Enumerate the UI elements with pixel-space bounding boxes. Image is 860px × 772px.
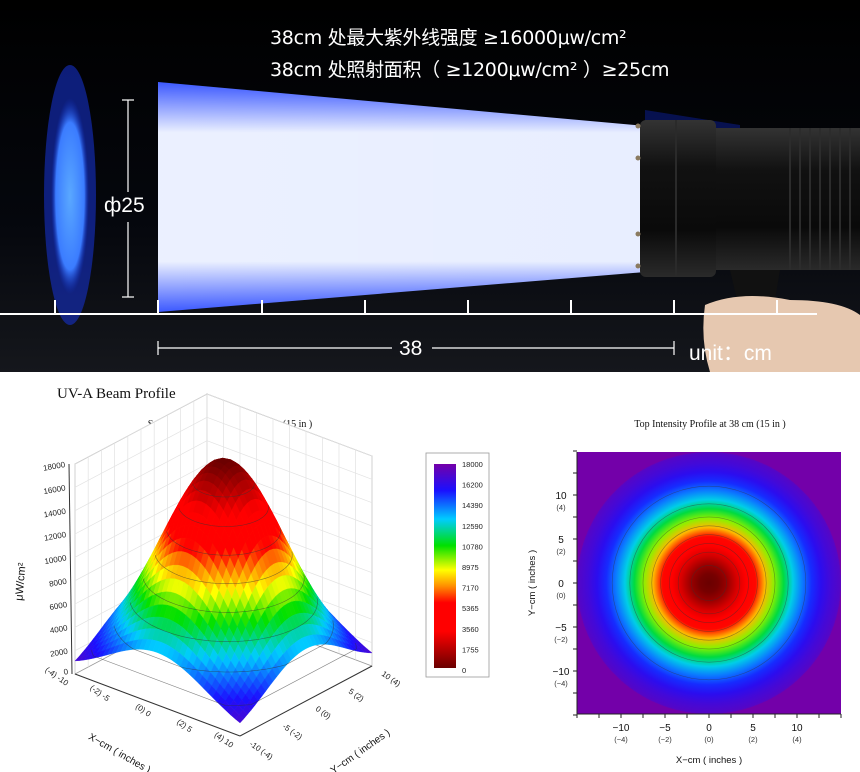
x-axis <box>74 673 241 737</box>
contour-line <box>166 528 281 556</box>
y-tick-label: 10 <box>555 491 567 502</box>
colorbar-label: 16200 <box>462 481 483 490</box>
x-tick-label: −10 <box>613 723 630 734</box>
z-tick-label: 2000 <box>49 647 69 659</box>
contour-line <box>178 505 269 527</box>
y-tick-label: 5 <box>558 535 564 546</box>
contour-line <box>669 543 749 623</box>
colorbar-label: 5365 <box>462 604 479 613</box>
x-axis-label: X−cm ( inches ) <box>86 732 152 772</box>
z-tick-label: 8000 <box>48 577 68 589</box>
z-tick-label: 6000 <box>49 600 69 612</box>
colorbar <box>434 464 456 668</box>
surface-mesh <box>74 457 373 724</box>
x-tick-inch-label: (4) <box>792 735 802 744</box>
beam-illustration <box>0 65 860 372</box>
y-tick-inch-label: (−4) <box>554 679 568 688</box>
z-axis <box>68 463 73 675</box>
beam-profile-section: UV-A Beam Profile Surface Contour Profil… <box>0 372 860 772</box>
y-tick-label: -5 (-2) <box>281 722 304 742</box>
colorbar-label: 0 <box>462 666 466 675</box>
z-tick-label: 4000 <box>49 623 69 635</box>
contour-line <box>129 597 318 642</box>
contour-line <box>651 525 767 641</box>
y-tick-label: 0 <box>558 579 564 590</box>
diameter-label: ф25 <box>104 194 145 217</box>
spec-max-intensity: 38cm 处最大紫外线强度 ≥16000μw/cm² <box>270 27 627 49</box>
contour-line <box>154 551 293 584</box>
y-tick-label: 10 (4) <box>380 669 403 689</box>
y-tick-inch-label: (2) <box>556 547 566 556</box>
x-axis-label: X−cm ( inches ) <box>676 755 742 766</box>
x-tick-label: 0 <box>706 723 712 734</box>
colorbar-label: 14390 <box>462 501 483 510</box>
surface-patch <box>235 714 244 724</box>
y-tick-inch-label: (0) <box>556 591 566 600</box>
z-tick-label: 10000 <box>44 553 68 566</box>
z-tick-label: 18000 <box>42 460 66 473</box>
product-banner: 38cm 处最大紫外线强度 ≥16000μw/cm² 38cm 处照射面积（ ≥… <box>0 0 860 372</box>
y-axis-label: Y−cm ( inches ) <box>329 727 392 772</box>
spec-irradiation-area: 38cm 处照射面积（ ≥1200μw/cm² ）≥25cm <box>270 59 670 81</box>
heatmap-field <box>577 452 841 714</box>
colorbar-label: 18000 <box>462 460 483 469</box>
x-tick-label: (2) 5 <box>175 717 194 734</box>
colorbar-label: 8975 <box>462 563 479 572</box>
beam-spot-core <box>51 98 89 294</box>
contour-line <box>91 643 357 706</box>
y-axis-label: Y−cm ( inches ) <box>527 550 538 616</box>
contour-line <box>143 574 305 613</box>
distance-dimension-line <box>157 341 675 355</box>
x-tick-inch-label: (0) <box>704 735 714 744</box>
colorbar-label: 10780 <box>462 542 483 551</box>
x-tick-inch-label: (2) <box>748 735 758 744</box>
heatmap-plot: −10(−4)−5(−2)0(0)5(2)10(4)10(4)5(2)0(0)−… <box>527 450 842 766</box>
y-axis <box>239 665 373 737</box>
z-tick-label: 14000 <box>43 507 67 520</box>
contour-line <box>611 485 807 681</box>
flashlight-image <box>635 120 860 372</box>
x-tick-label: 10 <box>791 723 803 734</box>
colorbar-label: 1755 <box>462 645 479 654</box>
y-tick-label: −10 <box>553 667 570 678</box>
y-tick-label: 0 (0) <box>314 704 333 721</box>
z-axis-label: μW/cm² <box>13 562 28 601</box>
light-beam-fade <box>158 82 645 312</box>
contour-line <box>660 534 758 632</box>
contour-line <box>629 503 789 663</box>
colorbar-label: 7170 <box>462 584 479 593</box>
z-tick-label: 12000 <box>43 530 67 543</box>
z-tick-label: 0 <box>63 667 69 677</box>
z-tick-label: 16000 <box>43 483 67 496</box>
diameter-dimension-line <box>122 99 134 298</box>
y-tick-label: −5 <box>555 623 567 634</box>
heatmap-chart-title: Top Intensity Profile at 38 cm (15 in ) <box>634 419 786 430</box>
section-title: UV-A Beam Profile <box>57 386 176 402</box>
colorbar-label: 12590 <box>462 522 483 531</box>
x-tick-label: −5 <box>659 723 671 734</box>
ruler <box>0 300 817 315</box>
x-tick-label: 5 <box>750 723 756 734</box>
distance-label: 38 <box>399 337 423 360</box>
contour-line <box>691 565 727 601</box>
x-tick-label: (0) 0 <box>134 702 153 719</box>
contour-line <box>192 482 255 498</box>
surface-plot: 0 2000 4000 6000 8000 10000 12000 14000 16000 180… <box>13 393 490 772</box>
contour-line <box>642 516 776 650</box>
x-tick-inch-label: (−4) <box>614 735 628 744</box>
colorbar-label: 3560 <box>462 625 479 634</box>
x-tick-inch-label: (−2) <box>658 735 672 744</box>
y-tick-inch-label: (4) <box>556 503 566 512</box>
y-tick-label: 5 (2) <box>347 687 366 704</box>
contour-line <box>113 620 334 673</box>
contour-line <box>677 551 741 615</box>
unit-label: unit：cm <box>689 342 772 365</box>
y-tick-inch-label: (−2) <box>554 635 568 644</box>
y-tick-label: -10 (-4) <box>248 739 275 762</box>
